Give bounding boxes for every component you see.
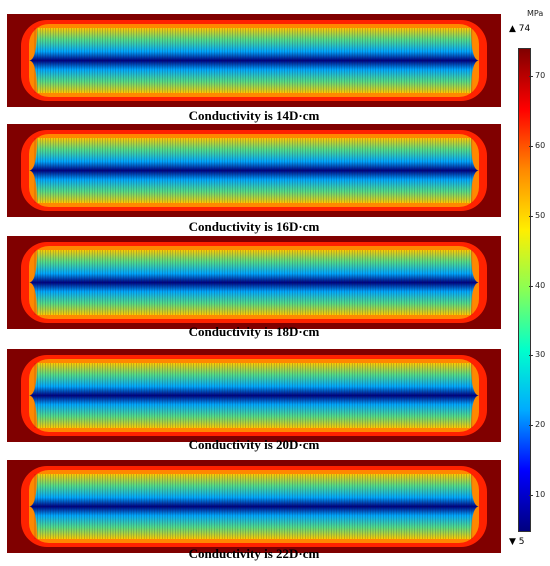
colorbar-tick-mark (529, 145, 533, 147)
panel-caption: Conductivity is 16D·cm (188, 219, 320, 234)
colorbar-unit: MPa (527, 9, 544, 18)
colorbar-tick-label: 50 (535, 210, 546, 220)
colorbar-tick-mark (529, 285, 533, 287)
colorbar-tick-mark (529, 425, 533, 427)
colorbar-tick-label: 60 (535, 140, 546, 150)
colorbar-tick-label: 40 (535, 280, 546, 290)
colorbar-tick-mark (529, 355, 533, 357)
panel-caption: Conductivity is 22D·cm (188, 546, 320, 561)
stress-contour-panel (7, 349, 501, 442)
panel-caption: Conductivity is 18D·cm (188, 324, 320, 339)
stress-contour-panel (7, 460, 501, 553)
colorbar-tick-label: 30 (535, 350, 546, 360)
colorbar-tick-mark (529, 75, 533, 77)
panel-caption: Conductivity is 20D·cm (188, 437, 320, 452)
colorbar-tick-label: 70 (535, 70, 546, 80)
colorbar (518, 48, 531, 532)
colorbar-max-label: ▲ 74 (509, 24, 531, 34)
colorbar-tick-mark (529, 495, 533, 497)
colorbar-tick-mark (529, 215, 533, 217)
panel-caption: Conductivity is 14D·cm (188, 108, 320, 123)
stress-contour-panel (7, 14, 501, 107)
colorbar-tick-label: 20 (535, 420, 546, 430)
stress-contour-panel (7, 236, 501, 329)
stress-contour-panel (7, 124, 501, 217)
colorbar-min-label: ▼ 5 (509, 537, 525, 547)
colorbar-tick-label: 10 (535, 490, 546, 500)
